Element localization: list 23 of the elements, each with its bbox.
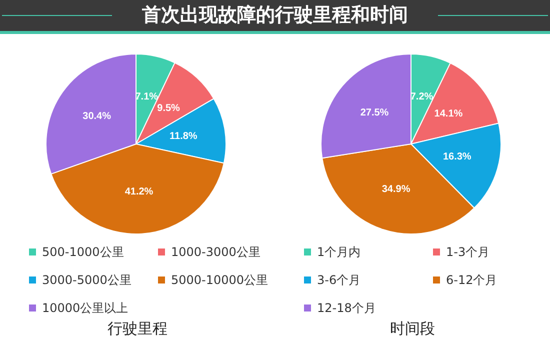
- legend-label: 1-3个月: [446, 245, 490, 259]
- data-label: 16.3%: [442, 152, 472, 163]
- legend-label: 6-12个月: [446, 273, 498, 287]
- data-label: 34.9%: [382, 184, 410, 196]
- legend-label: 500-1000公里: [42, 245, 124, 259]
- chart-title: 首次出现故障的行驶里程和时间: [142, 4, 408, 26]
- data-label: 30.4%: [82, 110, 112, 122]
- data-label: 7.2%: [410, 92, 434, 103]
- legend-label: 1000-3000公里: [171, 245, 260, 259]
- legend-label: 1个月内: [317, 245, 361, 259]
- legend-label: 3-6个月: [317, 273, 361, 287]
- text: 行驶里程: [108, 320, 168, 338]
- data-label: 11.8%: [170, 130, 198, 142]
- legend-label: 3000-5000公里: [42, 273, 132, 287]
- data-label: 14.1%: [434, 108, 463, 120]
- data-label: 41.2%: [124, 186, 154, 198]
- data-label: 9.5%: [157, 103, 180, 114]
- legend-label: 12-18个月: [317, 301, 376, 315]
- data-label: 7.1%: [135, 92, 158, 103]
- legend-label: 10000公里以上: [42, 301, 128, 315]
- legend-label: 5000-10000公里: [171, 273, 268, 287]
- data-label: 27.5%: [360, 107, 389, 118]
- text: 时间段: [390, 320, 435, 338]
